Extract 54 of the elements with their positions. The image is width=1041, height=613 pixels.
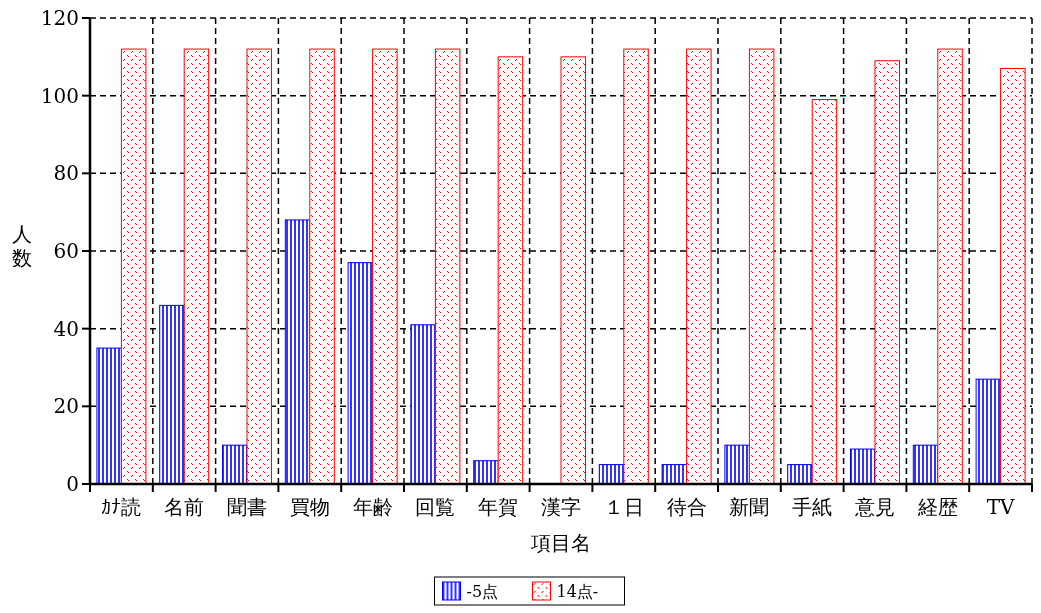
x-axis-title: 項目名 <box>530 531 591 555</box>
bar <box>222 444 248 485</box>
x-tick-label: 聞書 <box>227 495 267 519</box>
y-tick-label: 100 <box>40 83 79 108</box>
y-tick-label: 20 <box>53 394 79 419</box>
y-tick-label: 120 <box>40 6 79 30</box>
y-tick-label: 80 <box>53 161 79 186</box>
bar <box>874 60 900 485</box>
x-tick-label: 名前 <box>164 495 205 519</box>
y-tick-label: 0 <box>66 472 79 496</box>
bar <box>410 324 436 485</box>
bar <box>309 48 335 485</box>
bar <box>246 48 272 485</box>
bar <box>1000 67 1026 485</box>
legend-label: 14点- <box>556 582 599 601</box>
legend-label: -5点 <box>466 582 499 601</box>
bar <box>623 48 649 485</box>
x-tick-label: ｶﾅ読 <box>101 495 142 519</box>
bar <box>850 448 876 485</box>
bar <box>560 56 586 485</box>
x-tick-label: TV <box>986 495 1016 519</box>
x-tick-label: 意見 <box>854 495 895 519</box>
x-tick-label: 買物 <box>289 495 330 519</box>
bar <box>661 464 688 485</box>
bar <box>811 99 838 485</box>
x-tick-label: 回覧 <box>415 495 456 519</box>
bar <box>787 464 813 485</box>
x-tick-label: 年齢 <box>352 495 393 519</box>
x-tick-label: 年賀 <box>478 495 519 519</box>
y-axis-title: 人数 <box>12 222 32 270</box>
bar <box>937 48 963 485</box>
x-tick-label: 漢字 <box>541 495 581 519</box>
bar <box>497 56 524 485</box>
bar <box>284 219 311 485</box>
bar <box>347 262 374 485</box>
bar <box>159 304 185 485</box>
bar <box>183 48 210 485</box>
y-tick-label: 40 <box>53 316 79 341</box>
bar <box>473 460 499 485</box>
bar <box>748 48 775 485</box>
x-tick-label: 経歴 <box>916 495 958 519</box>
bar <box>686 48 712 485</box>
bar <box>912 444 939 485</box>
bar <box>975 378 1002 485</box>
bar <box>120 48 147 485</box>
bar <box>96 347 122 485</box>
bar <box>724 444 750 485</box>
bar <box>434 48 461 485</box>
x-tick-label: 新聞 <box>729 495 770 519</box>
y-tick-label: 60 <box>53 239 79 263</box>
x-tick-label: 待合 <box>666 495 707 519</box>
bar <box>372 48 398 485</box>
x-tick-label: １日 <box>603 495 644 519</box>
x-tick-label: 手紙 <box>792 495 833 519</box>
